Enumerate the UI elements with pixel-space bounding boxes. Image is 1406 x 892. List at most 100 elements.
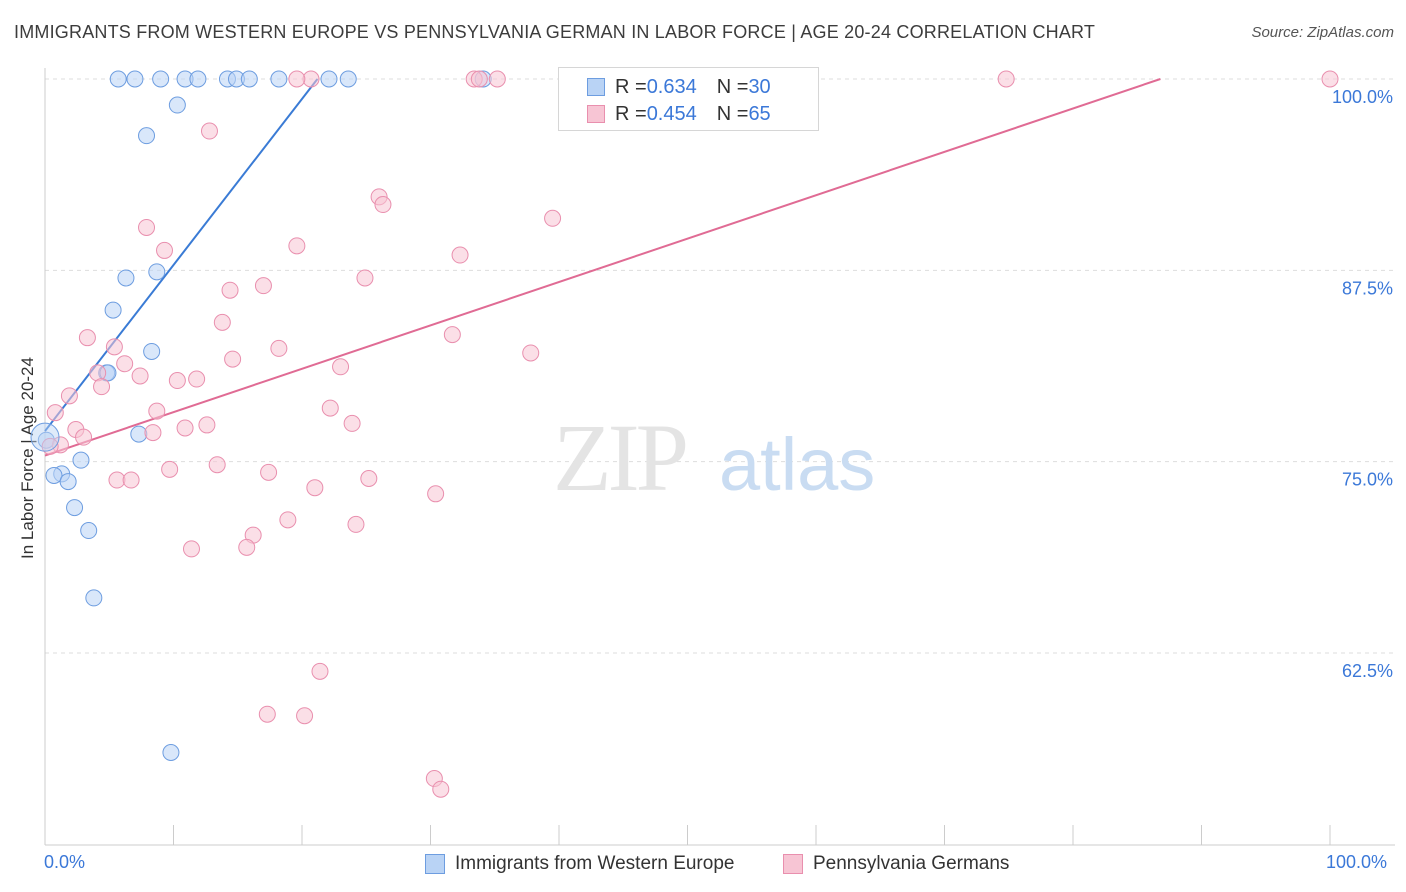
data-point-blue	[109, 70, 127, 88]
legend-n-value: 65	[748, 102, 771, 125]
bottom-legend-label: Pennsylvania Germans	[813, 853, 1010, 874]
data-point-pink	[321, 399, 339, 417]
data-point-pink	[161, 460, 179, 478]
y-tick-label: 100.0%	[1332, 87, 1393, 107]
data-point-blue	[72, 451, 90, 469]
data-point-pink	[198, 416, 216, 434]
bottom-legend-western-europe: Immigrants from Western Europe	[425, 851, 734, 877]
data-point-pink	[41, 437, 59, 455]
legend-row-western-europe: R = 0.634 N = 30	[587, 74, 771, 100]
data-point-pink	[451, 246, 469, 264]
data-point-pink	[288, 237, 306, 255]
data-point-blue-large	[30, 422, 60, 452]
watermark-zip: ZIP	[553, 404, 686, 511]
y-tick-label: 75.0%	[1342, 470, 1393, 490]
data-point-blue	[138, 127, 156, 145]
watermark-atlas: atlas	[719, 423, 875, 506]
data-point-pink	[296, 707, 314, 725]
data-point-pink	[144, 424, 162, 442]
data-point-pink	[208, 456, 226, 474]
data-point-blue	[240, 70, 258, 88]
data-point-pink	[356, 269, 374, 287]
bottom-legend-pennsylvania-germans: Pennsylvania Germans	[783, 851, 1009, 877]
data-point-pink	[46, 404, 64, 422]
data-point-blue	[168, 96, 186, 114]
data-point-blue	[117, 269, 135, 287]
data-point-blue	[45, 466, 63, 484]
data-point-pink	[360, 470, 378, 488]
data-point-pink	[432, 780, 450, 798]
data-point-pink	[279, 511, 297, 529]
data-point-blue	[320, 70, 338, 88]
data-point-blue	[130, 425, 148, 443]
data-points	[30, 70, 1339, 798]
data-point-pink	[60, 387, 78, 405]
data-point-pink	[138, 218, 156, 236]
data-point-pink	[105, 338, 123, 356]
data-point-pink	[122, 471, 140, 489]
legend-r-label: R =	[615, 102, 647, 125]
data-point-pink	[522, 344, 540, 362]
data-point-pink	[200, 122, 218, 140]
bottom-legend-swatch-blue	[425, 854, 445, 874]
data-point-blue	[143, 342, 161, 360]
data-point-pink	[213, 313, 231, 331]
data-point-pink	[168, 372, 186, 390]
data-point-pink	[78, 329, 96, 347]
data-point-blue	[189, 70, 207, 88]
data-point-pink	[258, 705, 276, 723]
bottom-legend-swatch-pink	[783, 854, 803, 874]
legend-r-label: R =	[615, 75, 647, 98]
data-point-pink	[544, 209, 562, 227]
data-point-pink	[1321, 70, 1339, 88]
data-point-blue	[80, 522, 98, 540]
data-point-blue	[85, 589, 103, 607]
data-point-pink	[288, 70, 306, 88]
data-point-pink	[176, 419, 194, 437]
data-point-pink	[75, 428, 93, 446]
data-point-pink	[224, 350, 242, 368]
data-point-pink	[332, 358, 350, 376]
data-point-blue	[162, 743, 180, 761]
grid-lines	[45, 78, 1395, 654]
data-point-blue	[66, 499, 84, 517]
data-point-pink	[108, 471, 126, 489]
y-tick-label: 62.5%	[1342, 661, 1393, 681]
data-point-pink	[188, 370, 206, 388]
legend-n-label: N =	[716, 75, 749, 98]
data-point-pink	[374, 196, 392, 214]
data-point-blue	[270, 70, 288, 88]
data-point-pink	[156, 241, 174, 259]
correlation-legend: R = 0.634 N = 30 R = 0.454 N = 65	[558, 67, 819, 131]
data-point-pink	[221, 281, 239, 299]
source-label: Source: ZipAtlas.com	[1251, 24, 1394, 41]
trend-line-pink	[44, 78, 1161, 457]
data-point-pink	[131, 367, 149, 385]
data-point-pink	[443, 326, 461, 344]
data-point-pink	[254, 277, 272, 295]
data-point-pink	[93, 378, 111, 396]
x-tick-label-min: 0.0%	[44, 852, 86, 872]
x-tick-label-max: 100.0%	[1326, 852, 1388, 872]
data-point-blue	[104, 301, 122, 319]
data-point-pink	[302, 70, 320, 88]
legend-swatch-blue	[587, 78, 605, 96]
y-tick-label: 87.5%	[1342, 278, 1393, 298]
data-point-pink	[148, 402, 166, 420]
legend-swatch-pink	[587, 105, 605, 123]
data-point-pink	[260, 463, 278, 481]
chart-title: IMMIGRANTS FROM WESTERN EUROPE VS PENNSY…	[14, 22, 1096, 42]
data-point-pink	[997, 70, 1015, 88]
data-point-pink	[347, 515, 365, 533]
legend-r-value: 0.634	[646, 75, 697, 98]
data-point-pink	[182, 540, 200, 558]
legend-n-label: N =	[716, 102, 749, 125]
data-point-blue	[339, 70, 357, 88]
data-point-pink	[488, 70, 506, 88]
data-point-blue	[59, 473, 77, 491]
legend-row-pennsylvania-germans: R = 0.454 N = 65	[587, 101, 771, 127]
data-point-pink	[270, 339, 288, 357]
bottom-legend-label: Immigrants from Western Europe	[455, 853, 735, 874]
data-point-blue	[152, 70, 170, 88]
